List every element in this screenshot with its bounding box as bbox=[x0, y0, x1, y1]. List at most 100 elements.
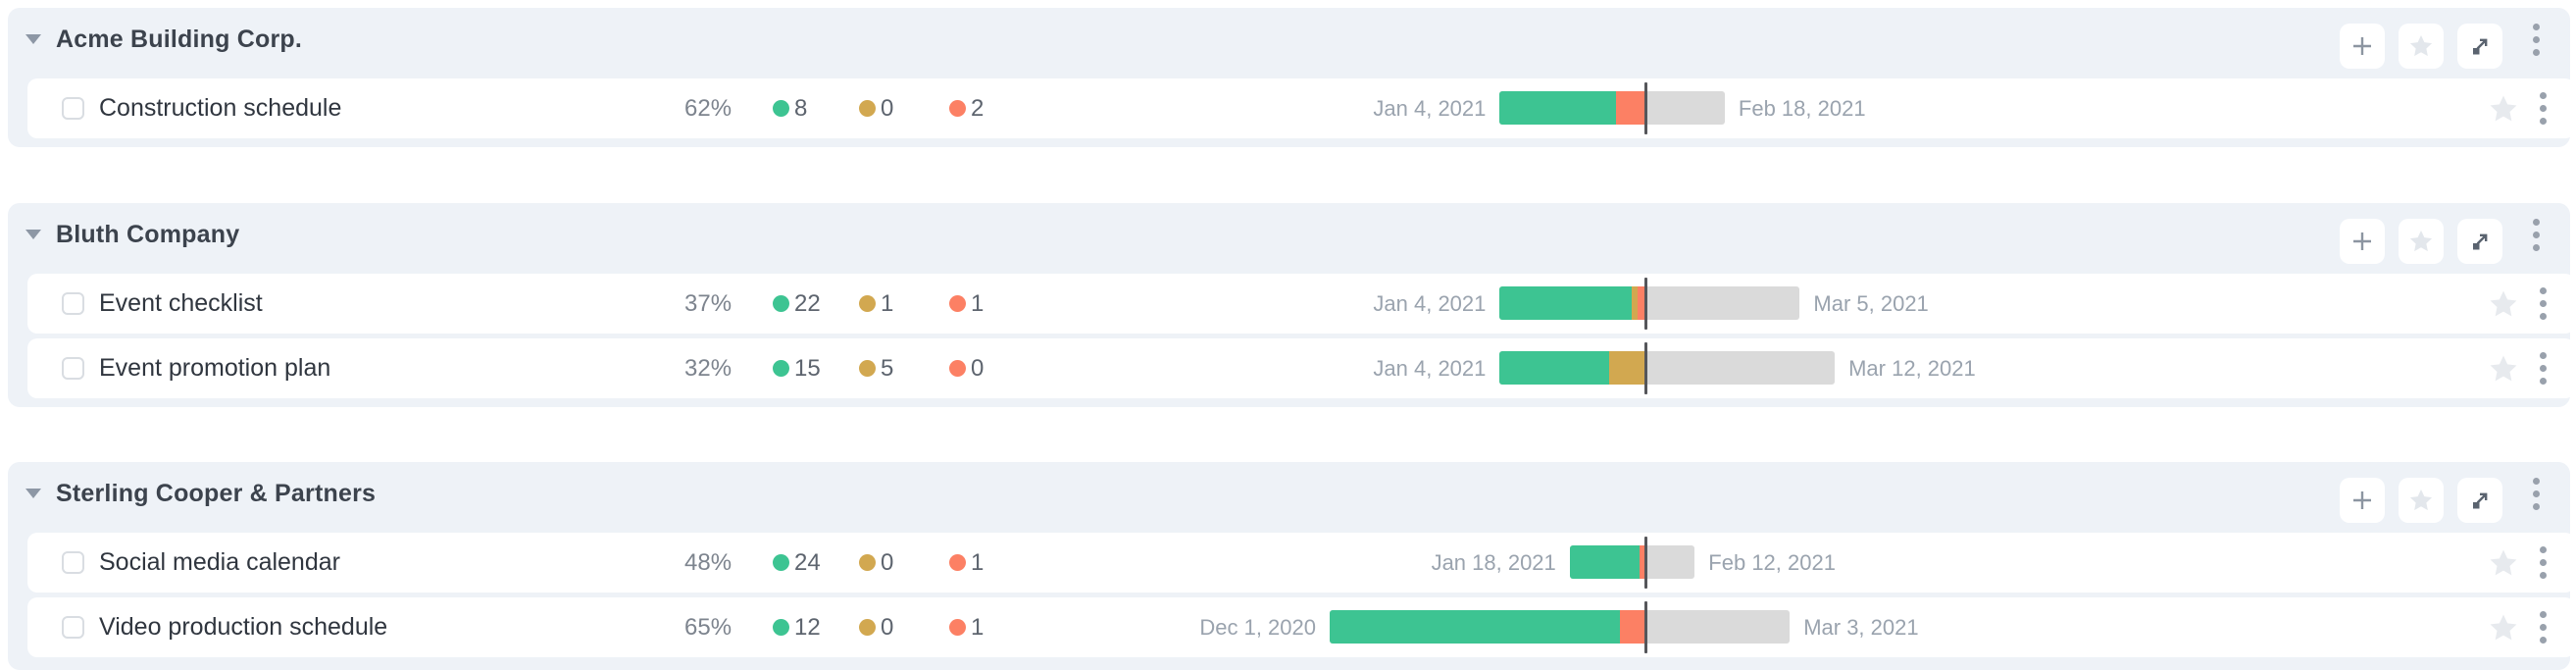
progress-bar[interactable] bbox=[1499, 286, 1800, 320]
expand-icon bbox=[2473, 492, 2488, 509]
add-task-button[interactable] bbox=[2340, 24, 2385, 69]
favorite-project-button[interactable] bbox=[2399, 24, 2444, 69]
task-checkbox[interactable] bbox=[62, 274, 84, 334]
percent-complete: 37% bbox=[684, 289, 732, 317]
expand-project-button[interactable] bbox=[2457, 24, 2502, 69]
task-checkbox[interactable] bbox=[62, 78, 84, 138]
today-marker-line bbox=[1644, 601, 1647, 653]
collapse-toggle-icon[interactable] bbox=[24, 203, 43, 266]
group-card-acme: Acme Building Corp. Construction schedul… bbox=[8, 8, 2575, 147]
task-name[interactable]: Social media calendar bbox=[99, 548, 340, 576]
task-checkbox[interactable] bbox=[62, 338, 84, 398]
group-header: Acme Building Corp. bbox=[8, 8, 2570, 71]
start-date: Jan 4, 2021 bbox=[1373, 95, 1487, 121]
star-icon bbox=[2490, 95, 2517, 121]
overdue-count: 1 bbox=[949, 274, 984, 334]
group-menu-button[interactable] bbox=[2526, 203, 2546, 266]
percent-complete: 48% bbox=[684, 548, 732, 576]
group-title: Sterling Cooper & Partners bbox=[56, 479, 377, 507]
group-card-sterling: Sterling Cooper & Partners Social media … bbox=[8, 462, 2575, 670]
gold-dot-icon bbox=[859, 619, 876, 636]
start-date: Dec 1, 2020 bbox=[1199, 614, 1316, 640]
red-dot-icon bbox=[949, 554, 966, 571]
star-icon bbox=[2490, 549, 2517, 575]
group-card-bluth: Bluth Company Event checklist 37% 22 1 1… bbox=[8, 203, 2575, 407]
expand-icon bbox=[2473, 38, 2488, 55]
collapse-toggle-icon[interactable] bbox=[24, 8, 43, 71]
today-marker-line bbox=[1644, 82, 1647, 134]
red-dot-icon bbox=[949, 360, 966, 377]
task-menu-button[interactable] bbox=[2533, 597, 2552, 657]
today-marker-line bbox=[1644, 537, 1647, 589]
favorite-task-button[interactable] bbox=[2484, 274, 2523, 334]
progress-bar[interactable] bbox=[1499, 91, 1725, 125]
on-track-count: 22 bbox=[773, 274, 821, 334]
task-menu-button[interactable] bbox=[2533, 274, 2552, 334]
green-dot-icon bbox=[773, 619, 789, 636]
task-name[interactable]: Video production schedule bbox=[99, 613, 388, 641]
favorite-task-button[interactable] bbox=[2484, 338, 2523, 398]
task-name[interactable]: Event checklist bbox=[99, 289, 263, 317]
percent-complete: 32% bbox=[684, 354, 732, 382]
favorite-task-button[interactable] bbox=[2484, 78, 2523, 138]
task-menu-button[interactable] bbox=[2533, 338, 2552, 398]
task-row[interactable]: Video production schedule 65% 12 0 1 Dec… bbox=[27, 597, 2575, 657]
end-date: Mar 5, 2021 bbox=[1813, 290, 1929, 316]
task-row[interactable]: Event checklist 37% 22 1 1 Jan 4, 2021 M… bbox=[27, 274, 2575, 334]
end-date: Feb 18, 2021 bbox=[1738, 95, 1866, 121]
green-dot-icon bbox=[773, 100, 789, 117]
on-track-count: 12 bbox=[773, 597, 821, 657]
task-row[interactable]: Construction schedule 62% 8 0 2 Jan 4, 2… bbox=[27, 78, 2575, 138]
green-dot-icon bbox=[773, 554, 789, 571]
task-checkbox[interactable] bbox=[62, 597, 84, 657]
progress-bar[interactable] bbox=[1569, 545, 1695, 579]
task-row[interactable]: Social media calendar 48% 24 0 1 Jan 18,… bbox=[27, 533, 2575, 593]
at-risk-count: 1 bbox=[859, 274, 893, 334]
at-risk-count: 0 bbox=[859, 533, 893, 593]
percent-complete: 65% bbox=[684, 613, 732, 641]
gold-dot-icon bbox=[859, 554, 876, 571]
favorite-project-button[interactable] bbox=[2399, 219, 2444, 264]
today-marker-line bbox=[1644, 278, 1647, 330]
group-title: Acme Building Corp. bbox=[56, 25, 303, 53]
task-name[interactable]: Construction schedule bbox=[99, 94, 342, 122]
expand-project-button[interactable] bbox=[2457, 219, 2502, 264]
gold-dot-icon bbox=[859, 360, 876, 377]
favorite-task-button[interactable] bbox=[2484, 597, 2523, 657]
today-marker-line bbox=[1644, 342, 1647, 394]
at-risk-count: 0 bbox=[859, 597, 893, 657]
task-menu-button[interactable] bbox=[2533, 78, 2552, 138]
group-menu-button[interactable] bbox=[2526, 8, 2546, 71]
task-name[interactable]: Event promotion plan bbox=[99, 354, 331, 382]
plus-icon bbox=[2353, 491, 2371, 509]
task-checkbox[interactable] bbox=[62, 533, 84, 593]
group-menu-button[interactable] bbox=[2526, 462, 2546, 525]
red-dot-icon bbox=[949, 295, 966, 312]
progress-bar[interactable] bbox=[1330, 610, 1791, 644]
on-track-count: 15 bbox=[773, 338, 821, 398]
progress-bar[interactable] bbox=[1499, 351, 1836, 385]
expand-project-button[interactable] bbox=[2457, 478, 2502, 523]
add-task-button[interactable] bbox=[2340, 219, 2385, 264]
green-dot-icon bbox=[773, 295, 789, 312]
overdue-count: 0 bbox=[949, 338, 984, 398]
percent-complete: 62% bbox=[684, 94, 732, 122]
favorite-project-button[interactable] bbox=[2399, 478, 2444, 523]
star-icon bbox=[2490, 290, 2517, 316]
red-dot-icon bbox=[949, 100, 966, 117]
start-date: Jan 18, 2021 bbox=[1431, 549, 1556, 575]
task-row[interactable]: Event promotion plan 32% 15 5 0 Jan 4, 2… bbox=[27, 338, 2575, 398]
gold-dot-icon bbox=[859, 100, 876, 117]
plus-icon bbox=[2353, 37, 2371, 55]
task-menu-button[interactable] bbox=[2533, 533, 2552, 593]
favorite-task-button[interactable] bbox=[2484, 533, 2523, 593]
at-risk-count: 5 bbox=[859, 338, 893, 398]
group-header: Sterling Cooper & Partners bbox=[8, 462, 2570, 525]
add-task-button[interactable] bbox=[2340, 478, 2385, 523]
star-icon bbox=[2490, 355, 2517, 381]
start-date: Jan 4, 2021 bbox=[1373, 290, 1487, 316]
gold-dot-icon bbox=[859, 295, 876, 312]
star-icon bbox=[2409, 490, 2433, 511]
at-risk-count: 0 bbox=[859, 78, 893, 138]
collapse-toggle-icon[interactable] bbox=[24, 462, 43, 525]
